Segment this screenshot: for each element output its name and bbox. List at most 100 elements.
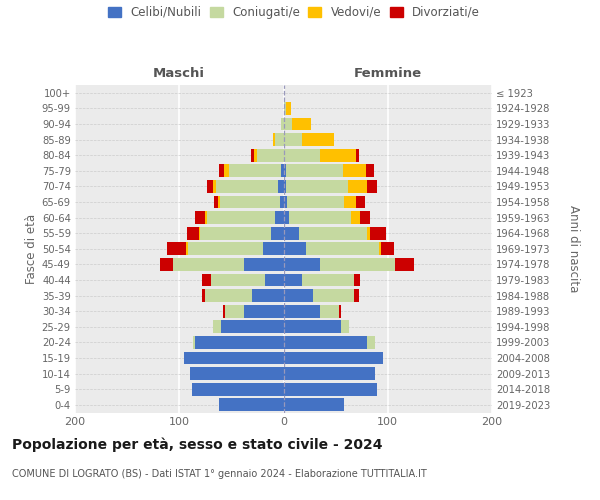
Bar (271, 227, 284, 239)
Bar (284, 398, 344, 411)
Y-axis label: Fasce di età: Fasce di età (25, 214, 38, 284)
Bar (275, 211, 284, 224)
Bar (220, 196, 280, 208)
Bar (223, 304, 225, 318)
Bar (320, 149, 356, 162)
Bar (160, 258, 173, 270)
Bar (284, 102, 286, 115)
Bar (218, 196, 220, 208)
Bar (202, 274, 211, 286)
Bar (211, 274, 265, 286)
Bar (192, 382, 284, 396)
Bar (320, 258, 395, 270)
Bar (280, 196, 284, 208)
Bar (367, 336, 375, 348)
Text: Femmine: Femmine (353, 67, 422, 80)
Bar (214, 196, 218, 208)
Bar (254, 149, 257, 162)
Bar (193, 336, 195, 348)
Bar (284, 320, 341, 333)
Bar (212, 320, 221, 333)
Bar (216, 180, 278, 193)
Bar (221, 320, 284, 333)
Bar (284, 304, 320, 318)
Bar (278, 180, 284, 193)
Bar (307, 242, 379, 255)
Bar (284, 367, 375, 380)
Bar (195, 211, 205, 224)
Bar (212, 180, 216, 193)
Bar (359, 211, 370, 224)
Bar (281, 118, 284, 130)
Bar (284, 382, 377, 396)
Bar (286, 102, 291, 115)
Bar (284, 227, 299, 239)
Bar (244, 258, 284, 270)
Bar (284, 242, 307, 255)
Bar (343, 164, 366, 177)
Text: Popolazione per età, sesso e stato civile - 2024: Popolazione per età, sesso e stato civil… (12, 438, 383, 452)
Bar (395, 258, 414, 270)
Bar (199, 227, 200, 239)
Bar (302, 274, 355, 286)
Bar (208, 180, 212, 193)
Bar (341, 320, 349, 333)
Bar (370, 227, 386, 239)
Bar (202, 289, 205, 302)
Bar (339, 304, 341, 318)
Text: COMUNE DI LOGRATO (BS) - Dati ISTAT 1° gennaio 2024 - Elaborazione TUTTITALIA.IT: COMUNE DI LOGRATO (BS) - Dati ISTAT 1° g… (12, 469, 427, 479)
Bar (367, 180, 377, 193)
Y-axis label: Anni di nascita: Anni di nascita (568, 205, 580, 292)
Bar (219, 398, 284, 411)
Bar (284, 133, 302, 146)
Bar (320, 304, 339, 318)
Bar (313, 289, 355, 302)
Bar (219, 164, 224, 177)
Bar (292, 118, 311, 130)
Bar (188, 242, 263, 255)
Bar (284, 196, 287, 208)
Bar (224, 164, 229, 177)
Legend: Celibi/Nubili, Coniugati/e, Vedovi/e, Divorziati/e: Celibi/Nubili, Coniugati/e, Vedovi/e, Di… (108, 6, 480, 19)
Bar (367, 227, 370, 239)
Bar (185, 242, 188, 255)
Bar (284, 274, 302, 286)
Bar (225, 304, 244, 318)
Bar (344, 196, 356, 208)
Bar (284, 258, 320, 270)
Bar (356, 149, 359, 162)
Bar (273, 133, 275, 146)
Bar (252, 289, 284, 302)
Bar (257, 149, 284, 162)
Bar (251, 149, 254, 162)
Bar (284, 211, 289, 224)
Bar (299, 227, 367, 239)
Bar (265, 274, 284, 286)
Bar (302, 133, 334, 146)
Bar (355, 274, 359, 286)
Bar (263, 242, 284, 255)
Bar (190, 367, 284, 380)
Bar (355, 289, 359, 302)
Bar (205, 211, 208, 224)
Bar (356, 196, 365, 208)
Bar (173, 258, 244, 270)
Bar (284, 149, 320, 162)
Bar (348, 180, 367, 193)
Bar (167, 242, 185, 255)
Text: Maschi: Maschi (153, 67, 205, 80)
Bar (244, 304, 284, 318)
Bar (366, 164, 374, 177)
Bar (284, 352, 383, 364)
Bar (208, 211, 275, 224)
Bar (284, 164, 286, 177)
Bar (382, 242, 394, 255)
Bar (284, 118, 292, 130)
Bar (205, 289, 252, 302)
Bar (184, 352, 284, 364)
Bar (281, 164, 284, 177)
Bar (286, 180, 348, 193)
Bar (195, 336, 284, 348)
Bar (351, 211, 359, 224)
Bar (200, 227, 271, 239)
